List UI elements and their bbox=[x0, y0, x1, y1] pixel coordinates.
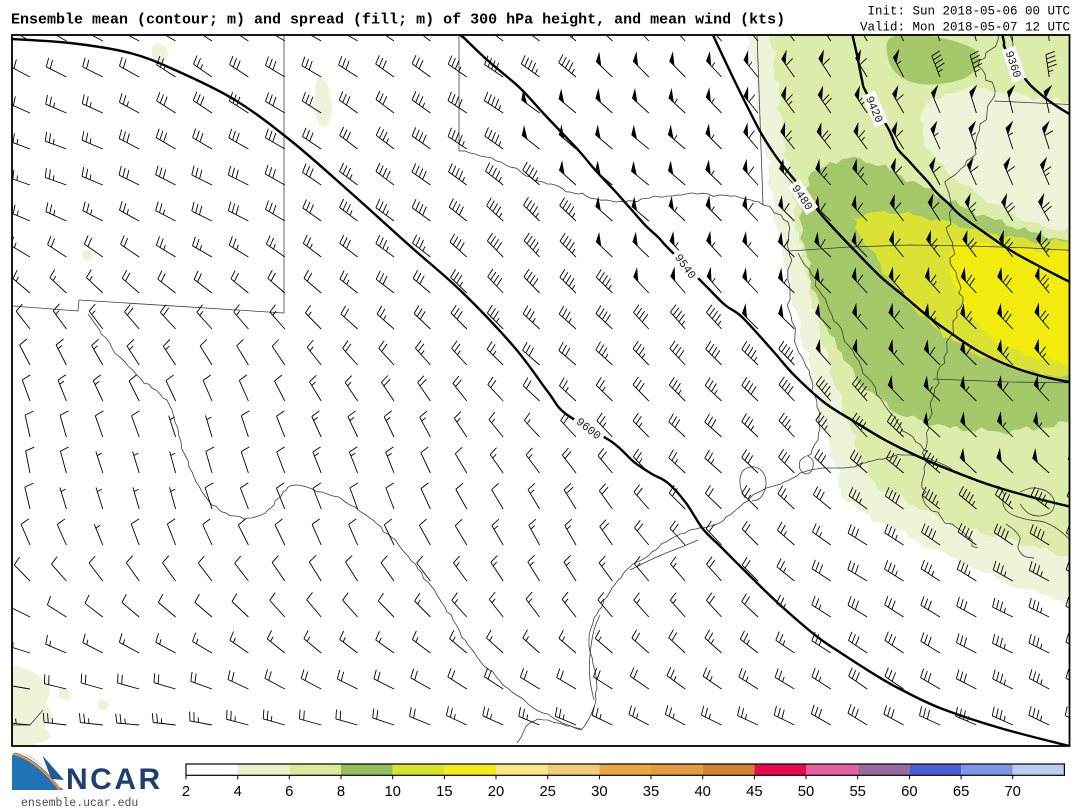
svg-text:Valid: Mon 2018-05-07 12 UTC: Valid: Mon 2018-05-07 12 UTC bbox=[860, 21, 1070, 35]
svg-text:60: 60 bbox=[901, 784, 917, 800]
svg-text:45: 45 bbox=[746, 784, 762, 800]
svg-text:8: 8 bbox=[337, 784, 345, 800]
svg-text:65: 65 bbox=[953, 784, 969, 800]
svg-text:4: 4 bbox=[234, 784, 242, 800]
svg-text:ensemble.ucar.edu: ensemble.ucar.edu bbox=[21, 797, 138, 810]
svg-text:Init: Sun 2018-05-06 00 UTC: Init: Sun 2018-05-06 00 UTC bbox=[867, 5, 1070, 19]
svg-text:30: 30 bbox=[591, 784, 607, 800]
svg-text:NCAR: NCAR bbox=[66, 763, 163, 796]
svg-text:70: 70 bbox=[1004, 784, 1020, 800]
svg-text:50: 50 bbox=[798, 784, 814, 800]
svg-text:Ensemble mean (contour; m) and: Ensemble mean (contour; m) and spread (f… bbox=[11, 12, 785, 29]
svg-text:35: 35 bbox=[643, 784, 659, 800]
svg-text:6: 6 bbox=[285, 784, 293, 800]
svg-text:55: 55 bbox=[849, 784, 865, 800]
svg-text:25: 25 bbox=[539, 784, 555, 800]
svg-text:20: 20 bbox=[488, 784, 504, 800]
svg-text:40: 40 bbox=[694, 784, 710, 800]
svg-text:2: 2 bbox=[182, 784, 190, 800]
svg-text:15: 15 bbox=[436, 784, 452, 800]
svg-text:10: 10 bbox=[384, 784, 400, 800]
